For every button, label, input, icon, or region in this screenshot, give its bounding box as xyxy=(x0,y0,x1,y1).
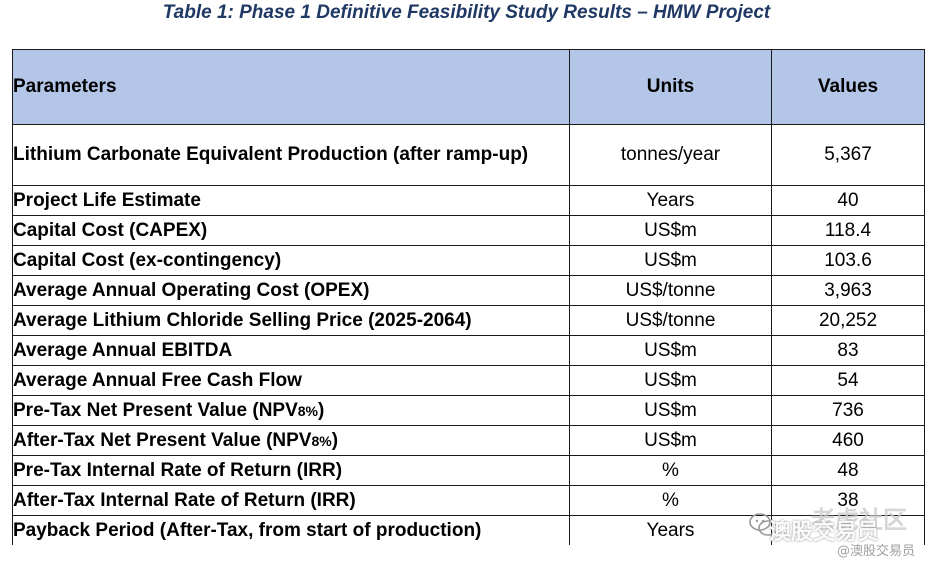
row-value: 20,252 xyxy=(771,305,925,336)
row-units: Years xyxy=(569,185,772,216)
row-value: 736 xyxy=(771,395,925,426)
row-units: US$/tonne xyxy=(569,275,772,306)
row-units: US$/tonne xyxy=(569,305,772,336)
table-row: Lithium Carbonate Equivalent Production … xyxy=(12,124,925,186)
row-units: US$m xyxy=(569,395,772,426)
row-parameter: Average Annual Free Cash Flow xyxy=(12,365,570,396)
row-value: 40 xyxy=(771,185,925,216)
table-row: Average Lithium Chloride Selling Price (… xyxy=(12,305,925,336)
table-row: Payback Period (After-Tax, from start of… xyxy=(12,515,925,545)
header-parameters: Parameters xyxy=(12,49,570,125)
table-row: Capital Cost (ex-contingency) US$m 103.6 xyxy=(12,245,925,276)
row-parameter: Average Annual Operating Cost (OPEX) xyxy=(12,275,570,306)
row-parameter: Average Annual EBITDA xyxy=(12,335,570,366)
header-values: Values xyxy=(771,49,925,125)
table-header-row: Parameters Units Values xyxy=(12,49,925,125)
row-units: US$m xyxy=(569,365,772,396)
results-table: Parameters Units Values Lithium Carbonat… xyxy=(12,49,925,545)
table-row: Average Annual EBITDA US$m 83 xyxy=(12,335,925,366)
row-units: Years xyxy=(569,515,772,545)
header-units: Units xyxy=(569,49,772,125)
row-value xyxy=(771,515,925,545)
row-value: 5,367 xyxy=(771,124,925,186)
row-parameter: Payback Period (After-Tax, from start of… xyxy=(12,515,570,545)
watermark-line3: @澳股交易员 xyxy=(836,544,915,559)
row-parameter: After-Tax Internal Rate of Return (IRR) xyxy=(12,485,570,516)
table-row: Average Annual Free Cash Flow US$m 54 xyxy=(12,365,925,396)
row-parameter: Pre-Tax Internal Rate of Return (IRR) xyxy=(12,455,570,486)
table-row: After-Tax Internal Rate of Return (IRR) … xyxy=(12,485,925,516)
watermark-line2: 澳股交易员 xyxy=(768,520,879,545)
row-parameter: After-Tax Net Present Value (NPV8%) xyxy=(12,425,570,456)
row-value: 3,963 xyxy=(771,275,925,306)
row-units: US$m xyxy=(569,245,772,276)
row-units: US$m xyxy=(569,425,772,456)
row-parameter: Average Lithium Chloride Selling Price (… xyxy=(12,305,570,336)
table-row: Project Life Estimate Years 40 xyxy=(12,185,925,216)
table-row: Pre-Tax Net Present Value (NPV8%) US$m 7… xyxy=(12,395,925,426)
row-value: 48 xyxy=(771,455,925,486)
table-row: Capital Cost (CAPEX) US$m 118.4 xyxy=(12,215,925,246)
row-parameter-subscript: 8% xyxy=(311,432,332,449)
row-parameter: Capital Cost (CAPEX) xyxy=(12,215,570,246)
row-parameter-text: Pre-Tax Net Present Value (NPV xyxy=(13,399,298,421)
row-value: 83 xyxy=(771,335,925,366)
row-units: % xyxy=(569,485,772,516)
row-value: 54 xyxy=(771,365,925,396)
row-parameter: Lithium Carbonate Equivalent Production … xyxy=(12,124,570,186)
row-parameter: Project Life Estimate xyxy=(12,185,570,216)
table-row: Average Annual Operating Cost (OPEX) US$… xyxy=(12,275,925,306)
row-value: 460 xyxy=(771,425,925,456)
table-row: After-Tax Net Present Value (NPV8%) US$m… xyxy=(12,425,925,456)
watermark-line1: 老虎社区 xyxy=(811,506,907,534)
row-parameter: Pre-Tax Net Present Value (NPV8%) xyxy=(12,395,570,426)
row-value: 38 xyxy=(771,485,925,516)
row-parameter-tail: ) xyxy=(331,429,339,451)
wechat-icon xyxy=(749,513,778,536)
row-units: % xyxy=(569,455,772,486)
row-units: US$m xyxy=(569,215,772,246)
table-row: Pre-Tax Internal Rate of Return (IRR) % … xyxy=(12,455,925,486)
table-caption: Table 1: Phase 1 Definitive Feasibility … xyxy=(162,2,771,23)
watermark: 老虎社区 澳股交易员 @澳股交易员 xyxy=(749,500,919,560)
row-value: 103.6 xyxy=(771,245,925,276)
row-parameter-subscript: 8% xyxy=(297,402,318,419)
row-parameter-text: After-Tax Net Present Value (NPV xyxy=(13,429,312,451)
row-parameter-tail: ) xyxy=(318,399,325,421)
row-units: US$m xyxy=(569,335,772,366)
row-value: 118.4 xyxy=(771,215,925,246)
row-parameter: Capital Cost (ex-contingency) xyxy=(12,245,570,276)
row-units: tonnes/year xyxy=(569,124,772,186)
